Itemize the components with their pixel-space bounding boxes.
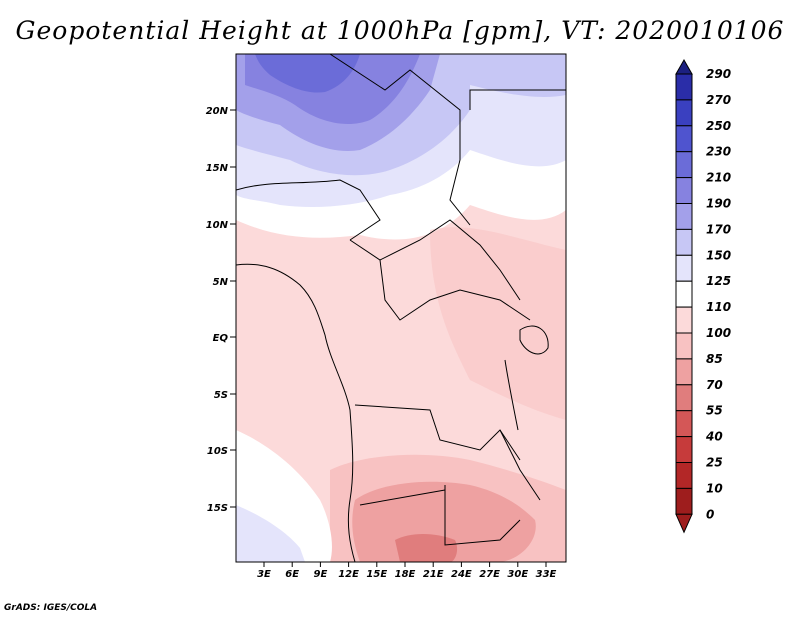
colorbar-segment [675,462,693,489]
lake-tanganyika [504,359,519,431]
colorbar-segment [675,332,693,360]
colorbar-label: 70 [706,378,723,392]
colorbar-segment [675,384,693,412]
colorbar-label: 55 [706,404,723,418]
colorbar-label: 250 [706,119,731,133]
colorbar-top-arrow [675,58,693,75]
colorbar-segment [675,280,693,308]
field-band-85-east [430,227,566,420]
border-south [354,404,521,461]
border-kalahari [444,485,521,546]
lon-label: 6E [285,569,299,580]
border-sahel [236,179,381,241]
field-band-55 [395,534,458,562]
lat-label: 15S [207,503,228,514]
colorbar-segment [675,99,693,127]
colorbar-label: 85 [706,352,723,366]
border-namibia [359,489,446,506]
colorbar-segment [675,358,693,386]
colorbar-bottom-arrow [675,513,693,534]
map-title: Geopotential Height at 1000hPa [gpm], VT… [15,16,785,45]
colorbar-label: 190 [706,197,731,211]
lat-label: 10N [206,220,229,231]
coastline-west [236,263,356,562]
map-frame [235,53,567,563]
colorbar-label: 25 [706,456,723,470]
lon-label: 21E [423,569,444,580]
colorbar-label: 150 [706,248,731,262]
lon-label: 3E [257,569,271,580]
lat-label: 5N [213,277,229,288]
colorbar-segment [675,254,693,282]
colorbar-segment [675,487,693,515]
colorbar-label: 230 [706,145,731,159]
colorbar-segment [675,177,693,205]
colorbar-segment [675,228,693,256]
lake-victoria [519,325,549,355]
lat-label: EQ [213,333,229,344]
border-north [329,54,471,226]
lon-label: 27E [479,569,500,580]
border-zambia [499,429,541,501]
lat-label: 15N [206,163,229,174]
colorbar-segment [675,203,693,230]
lon-label: 15E [366,569,387,580]
border-congo [379,259,531,321]
colorbar-segment [675,306,693,334]
colorbar-segment [675,125,693,153]
field-band-ne [470,54,566,97]
lon-label: 18E [395,569,416,580]
lat-label: 20N [206,106,229,117]
colorbar-segment [675,151,693,179]
lon-label: 30E [507,569,528,580]
colorbar-segment [675,436,693,464]
field-band-125-sw [236,505,305,562]
lat-label: 10S [207,446,228,457]
colorbar: 2902702502302101901701501251101008570554… [675,58,731,534]
colorbar-label: 110 [706,300,731,314]
colorbar-label: 290 [706,67,731,81]
lon-label: 33E [536,569,557,580]
lon-label: 24E [451,569,472,580]
colorbar-label: 170 [706,222,731,236]
lat-label: 5S [214,390,228,401]
colorbar-segment [675,73,693,101]
colorbar-label: 270 [706,93,731,107]
colorbar-segment [675,410,693,438]
colorbar-label: 210 [706,171,731,185]
colorbar-label: 125 [706,274,731,288]
field-band-230 [255,54,360,93]
credit-text: GrADS: IGES/COLA [4,603,98,613]
lon-label: 12E [338,569,359,580]
colorbar-label: 40 [705,430,723,444]
border-east [469,89,566,110]
colorbar-label: 10 [706,481,723,495]
colorbar-label: 100 [706,326,731,340]
colorbar-label: 0 [706,507,714,521]
lon-label: 9E [314,569,328,580]
